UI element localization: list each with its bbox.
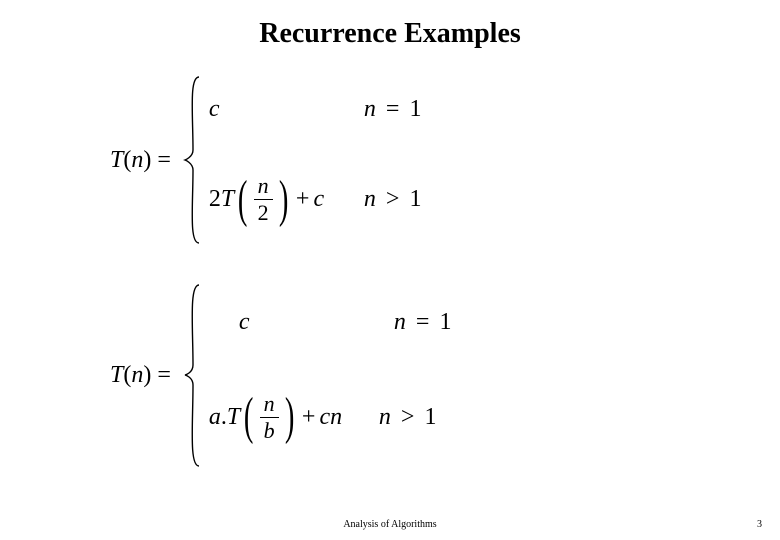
eq1-case2-cond: n > 1 — [364, 186, 422, 213]
eq1-case1: c n = 1 — [209, 96, 422, 123]
eq2-case1-c: c — [239, 309, 250, 336]
eq2-T: T — [110, 362, 123, 389]
eq1-case2-lparen-icon: ( — [238, 179, 248, 221]
eq2-case1-cond-eq: = — [416, 309, 430, 335]
eq1-case2: 2 T ( n 2 ) + c n > 1 — [209, 175, 422, 224]
eq1-case2-c: c — [313, 186, 324, 213]
eq2-case2: a . T ( n b ) + c n n > — [209, 393, 452, 442]
eq2-close-paren: ) — [143, 362, 151, 389]
eq2-case2-rparen-icon: ) — [284, 396, 294, 438]
eq1-case2-frac-den: 2 — [254, 202, 273, 224]
slide: Recurrence Examples T ( n ) = c n = 1 — [0, 0, 780, 540]
eq2-case2-cond-gt: > — [401, 404, 415, 430]
footer-text: Analysis of Algorithms — [0, 519, 780, 530]
eq2-case2-a: a — [209, 404, 221, 431]
equation-1: T ( n ) = c n = 1 2 T — [110, 70, 421, 250]
eq1-case2-2: 2 — [209, 186, 221, 213]
eq2-case2-c: c — [319, 404, 330, 431]
eq2-case2-plus: + — [302, 404, 316, 431]
eq1-case1-cond-1: 1 — [409, 96, 421, 122]
eq2-brace-icon — [183, 283, 203, 468]
eq1-lhs: T ( n ) = — [110, 147, 177, 174]
eq1-case2-cond-1: 1 — [409, 186, 421, 212]
eq1-n: n — [131, 147, 143, 174]
eq1-open-paren: ( — [123, 147, 131, 174]
eq1-case1-cond-n: n — [364, 96, 376, 122]
eq2-equals: = — [157, 362, 171, 389]
eq1-case2-cond-n: n — [364, 186, 376, 212]
eq2-case1: c n = 1 — [209, 309, 452, 336]
eq2-case2-n: n — [330, 404, 342, 431]
eq2-open-paren: ( — [123, 362, 131, 389]
eq1-equals: = — [157, 147, 171, 174]
eq2-case1-expr: c — [209, 309, 394, 336]
eq2-case1-cond-n: n — [394, 309, 406, 335]
eq1-close-paren: ) — [143, 147, 151, 174]
eq2-case2-T: T — [227, 404, 240, 431]
eq2-case2-frac-num: n — [260, 393, 279, 415]
eq2-case2-cond: n > 1 — [379, 404, 437, 431]
eq1-case1-expr: c — [209, 96, 364, 123]
eq2-n: n — [131, 362, 143, 389]
eq1-case2-cond-gt: > — [386, 186, 400, 212]
eq2-lhs: T ( n ) = — [110, 362, 177, 389]
equation-2: T ( n ) = c n = 1 a . — [110, 280, 451, 470]
eq2-cases: c n = 1 a . T ( n b — [209, 280, 452, 470]
eq1-case2-plus: + — [296, 186, 310, 213]
eq2-case2-frac-den: b — [260, 420, 279, 442]
eq1-brace-icon — [183, 75, 203, 245]
eq1-case1-cond: n = 1 — [364, 96, 422, 123]
eq1-T: T — [110, 147, 123, 174]
eq1-case1-c: c — [209, 96, 220, 123]
eq2-case1-cond-1: 1 — [439, 309, 451, 335]
eq1-case2-frac: n 2 — [254, 175, 273, 224]
eq1-case2-frac-num: n — [254, 175, 273, 197]
slide-title: Recurrence Examples — [0, 18, 780, 50]
eq2-case2-cond-1: 1 — [424, 404, 436, 430]
page-number: 3 — [757, 519, 762, 530]
eq2-case2-lparen-icon: ( — [244, 396, 254, 438]
eq1-case1-cond-eq: = — [386, 96, 400, 122]
eq1-cases: c n = 1 2 T ( n 2 ) — [209, 70, 422, 250]
eq2-case1-cond: n = 1 — [394, 309, 452, 336]
eq2-case2-frac: n b — [260, 393, 279, 442]
eq2-case2-cond-n: n — [379, 404, 391, 430]
eq1-case2-expr: 2 T ( n 2 ) + c — [209, 175, 364, 224]
eq1-case2-T: T — [221, 186, 234, 213]
eq1-case2-rparen-icon: ) — [278, 179, 288, 221]
eq2-case2-expr: a . T ( n b ) + c n — [209, 393, 379, 442]
